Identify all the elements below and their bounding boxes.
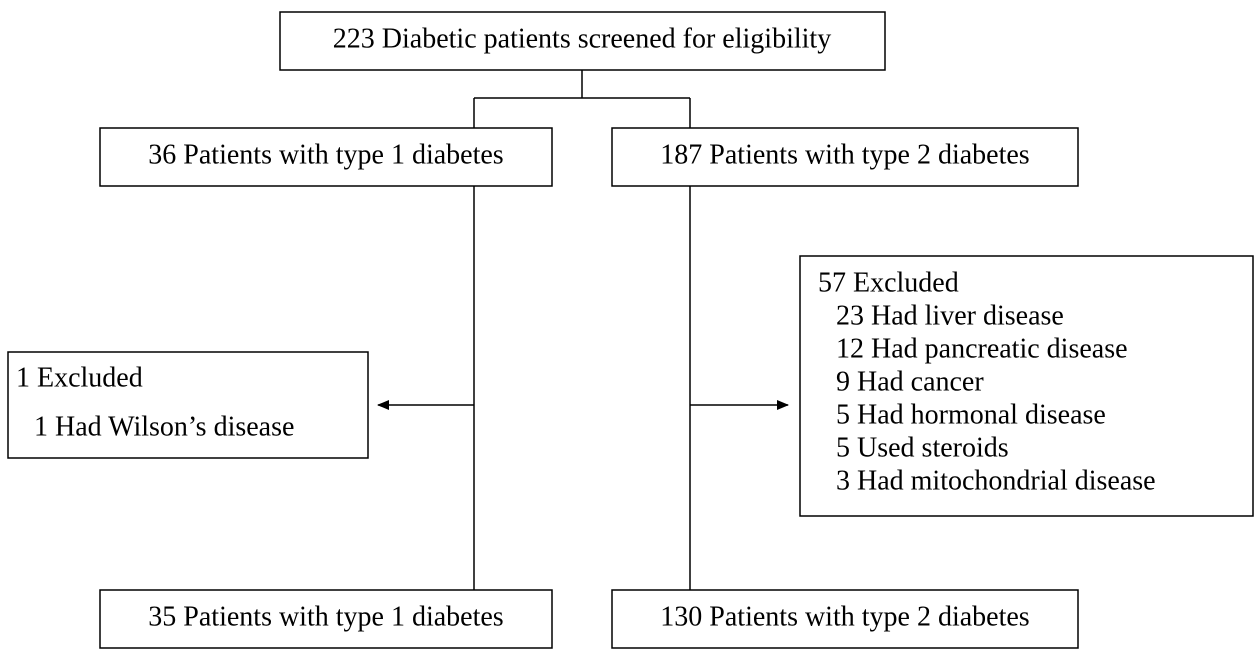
exclusion-item: 23 Had liver disease bbox=[836, 300, 1064, 331]
exclusion-title: 57 Excluded bbox=[818, 267, 959, 298]
box bbox=[611, 127, 1079, 187]
box-label: 130 Patients with type 2 diabetes bbox=[660, 601, 1029, 632]
box-label: 36 Patients with type 1 diabetes bbox=[148, 139, 503, 170]
box-label: 223 Diabetic patients screened for eligi… bbox=[333, 23, 831, 54]
exclusion-item: 9 Had cancer bbox=[836, 366, 984, 397]
exclusion-box bbox=[7, 351, 369, 459]
exclusion-item: 5 Used steroids bbox=[836, 432, 1009, 463]
box bbox=[279, 11, 886, 71]
exclusion-item: 5 Had hormonal disease bbox=[836, 399, 1106, 430]
box-label: 35 Patients with type 1 diabetes bbox=[148, 601, 503, 632]
box bbox=[99, 127, 553, 187]
box-label: 187 Patients with type 2 diabetes bbox=[660, 139, 1029, 170]
box bbox=[611, 589, 1079, 649]
exclusion-box bbox=[799, 255, 1254, 517]
box bbox=[99, 589, 553, 649]
exclusion-item: 1 Had Wilson’s disease bbox=[34, 411, 294, 442]
exclusion-title: 1 Excluded bbox=[16, 362, 143, 393]
exclusion-item: 3 Had mitochondrial disease bbox=[836, 465, 1156, 496]
exclusion-item: 12 Had pancreatic disease bbox=[836, 333, 1128, 364]
